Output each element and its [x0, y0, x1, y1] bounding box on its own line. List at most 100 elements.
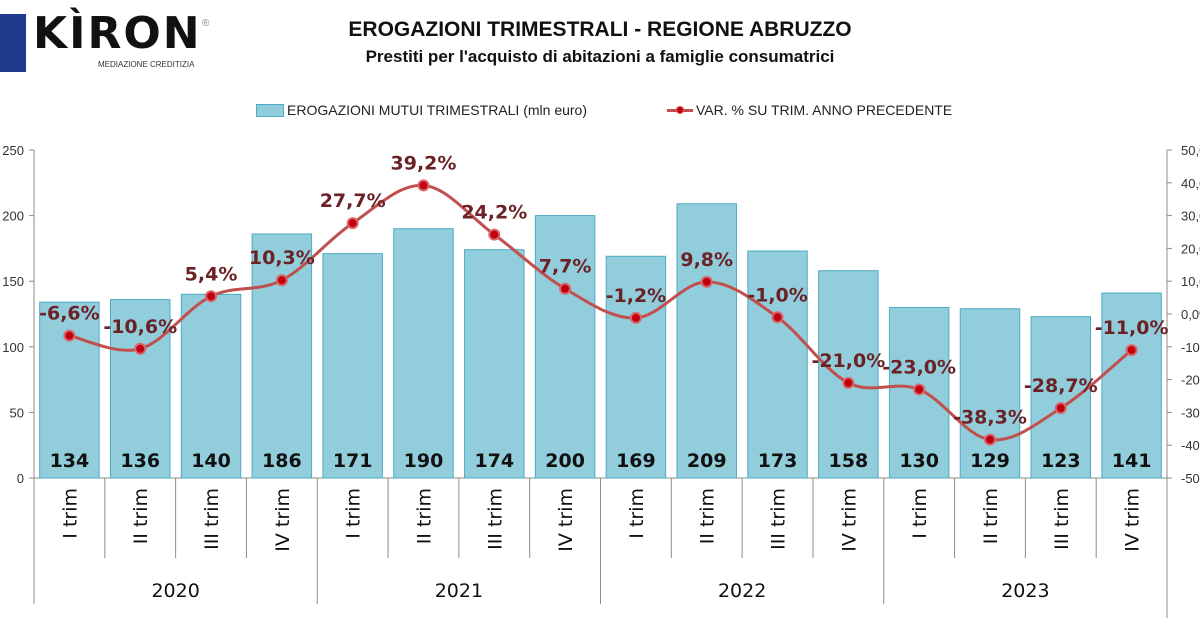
legend-line-marker-icon — [667, 104, 693, 116]
left-axis-tick-label: 250 — [2, 143, 24, 158]
line-value-label: 5,4% — [185, 263, 238, 285]
bar — [888, 306, 950, 479]
bar-value-label: 134 — [50, 450, 90, 472]
bar — [534, 215, 596, 479]
left-axis-tick-label: 0 — [17, 471, 24, 486]
bar — [747, 250, 808, 479]
line-point-marker — [983, 433, 996, 446]
category-label: II trim — [130, 488, 152, 544]
bar — [676, 203, 737, 479]
line-point-marker — [842, 376, 855, 389]
logo-wordmark: KÌRON — [33, 8, 202, 59]
line-point-marker — [700, 275, 713, 288]
line-value-label: 10,3% — [249, 247, 315, 269]
line-point-marker — [559, 282, 572, 295]
left-axis-tick-label: 100 — [2, 340, 24, 355]
category-label: II trim — [697, 488, 719, 544]
bar-value-labels: 134 136 140 186 171 190 174 200 169 209 173 158 130 1… — [50, 450, 1152, 472]
right-axis-tick-label: 50,0% — [1181, 143, 1200, 158]
chart-title: EROGAZIONI TRIMESTRALI - REGIONE ABRUZZO — [348, 18, 852, 41]
line-point-marker — [346, 217, 359, 230]
bar — [322, 253, 383, 479]
line-value-labels: -6,6%-10,6%5,4%10,3%27,7%39,2%24,2%7,7%-… — [39, 152, 1168, 428]
bar-value-label: 190 — [404, 450, 444, 472]
right-axis-tick-label: 10,0% — [1181, 274, 1200, 289]
category-label: II trim — [980, 488, 1002, 544]
category-label: I trim — [343, 488, 365, 539]
line-value-label: 39,2% — [391, 152, 457, 174]
line-point-marker — [771, 311, 784, 324]
line-path — [69, 183, 1133, 442]
line-value-label: 7,7% — [539, 256, 592, 278]
category-label: I trim — [626, 488, 648, 539]
line-value-label: -1,0% — [747, 284, 808, 306]
right-axis-tick-label: -50,0% — [1181, 471, 1200, 486]
right-axis-tick-label: 30,0% — [1181, 209, 1200, 224]
bar-value-label: 171 — [333, 450, 373, 472]
line-value-label: 24,2% — [461, 202, 527, 224]
line-series — [63, 179, 1138, 446]
line-value-label: -23,0% — [882, 356, 956, 378]
line-value-label: -11,0% — [1095, 317, 1169, 339]
bar-value-label: 129 — [970, 450, 1010, 472]
line-point-marker — [205, 290, 218, 303]
legend-bar-swatch-icon — [256, 103, 284, 117]
category-label: IV trim — [555, 488, 577, 552]
line-value-label: -1,2% — [606, 285, 667, 307]
category-label: III trim — [1051, 488, 1073, 550]
line-value-label: 27,7% — [320, 190, 386, 212]
category-label: IV trim — [272, 488, 294, 552]
line-point-marker — [913, 383, 926, 396]
left-axis-tick-label: 50 — [10, 405, 24, 420]
bar-value-label: 158 — [829, 450, 869, 472]
bar-value-label: 174 — [474, 450, 514, 472]
logo-emblem-icon — [0, 14, 26, 72]
registered-mark: ® — [202, 18, 210, 29]
line-point-marker — [1054, 402, 1067, 415]
category-label: II trim — [413, 488, 435, 544]
axes: 0 50 100 150 200 250 50,0% 40,0% 30,0% 20,0% 10,0%… — [2, 143, 1200, 618]
year-label: 2022 — [718, 580, 766, 602]
bar — [605, 255, 667, 479]
category-label: IV trim — [838, 488, 860, 552]
category-label: III trim — [201, 488, 223, 550]
legend-label-bars: EROGAZIONI MUTUI TRIMESTRALI (mln euro) — [287, 102, 587, 118]
line-value-label: -38,3% — [953, 407, 1027, 429]
line-value-label: 9,8% — [680, 249, 733, 271]
x-axis-categories: I trim II trim III trim IV trim I trim II tri… — [59, 488, 1143, 602]
line-point-marker — [488, 228, 501, 241]
bar-value-label: 123 — [1041, 450, 1081, 472]
kiron-logo: KÌRON ® MEDIAZIONE CREDITIZIA — [0, 4, 230, 74]
line-value-label: -10,6% — [103, 316, 177, 338]
category-label: III trim — [768, 488, 790, 550]
bar — [1101, 292, 1162, 479]
right-axis-tick-label: -40,0% — [1181, 438, 1200, 453]
line-value-label: -21,0% — [811, 350, 885, 372]
year-label: 2020 — [151, 580, 199, 602]
bar-value-label: 141 — [1112, 450, 1152, 472]
legend-item-bars: EROGAZIONI MUTUI TRIMESTRALI (mln euro) — [256, 102, 587, 118]
bar — [959, 308, 1021, 479]
bar — [818, 270, 879, 479]
bar — [251, 233, 313, 479]
category-label: I trim — [59, 488, 81, 539]
bar-value-label: 200 — [545, 450, 585, 472]
line-point-marker — [629, 311, 642, 324]
category-label: I trim — [909, 488, 931, 539]
bar-value-label: 173 — [758, 450, 798, 472]
line-value-label: -6,6% — [39, 303, 100, 325]
bar-value-label: 140 — [191, 450, 231, 472]
right-axis-tick-label: 40,0% — [1181, 176, 1200, 191]
bar — [393, 228, 454, 479]
line-point-marker — [134, 342, 147, 355]
legend-label-line: VAR. % SU TRIM. ANNO PRECEDENTE — [696, 102, 953, 118]
right-axis-tick-label: 20,0% — [1181, 241, 1200, 256]
line-value-label: -28,7% — [1024, 375, 1098, 397]
bar-value-label: 130 — [899, 450, 939, 472]
chart-subtitle: Prestiti per l'acquisto di abitazioni a … — [365, 47, 835, 66]
line-point-marker — [417, 179, 430, 192]
legend-item-line: VAR. % SU TRIM. ANNO PRECEDENTE — [667, 102, 952, 118]
right-axis-tick-label: -30,0% — [1181, 405, 1200, 420]
bar-value-label: 136 — [120, 450, 160, 472]
